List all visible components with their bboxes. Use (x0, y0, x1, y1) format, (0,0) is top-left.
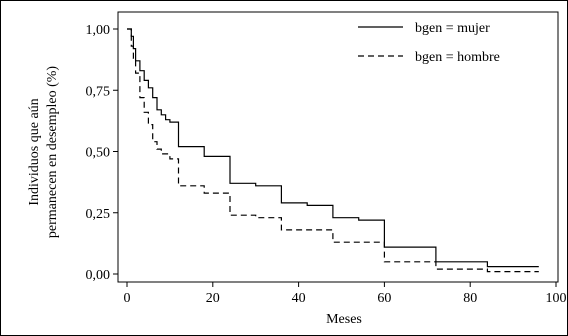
x-axis-label: Meses (326, 312, 362, 327)
series-line-hombre (127, 28, 539, 273)
y-axis-label-line-2: permanecen en desempleo (%) (45, 66, 60, 239)
x-tick-label: 100 (546, 291, 567, 306)
x-tick-label: 40 (292, 291, 306, 306)
x-tick-label: 60 (377, 291, 391, 306)
series-line-mujer (127, 28, 539, 268)
y-tick-label: 0,75 (86, 84, 111, 99)
y-tick-label: 0,00 (86, 268, 111, 283)
y-axis-label-line-1: Individuos que aún (27, 98, 42, 205)
y-axis: 0,00 0,25 0,50 0,75 1,00 (86, 23, 118, 283)
y-tick-label: 0,25 (86, 207, 111, 222)
series-layer (127, 28, 539, 273)
legend-label-mujer: bgen = mujer (415, 21, 490, 36)
plot-area (117, 11, 559, 283)
legend: bgen = mujer bgen = hombre (358, 21, 500, 65)
y-tick-label: 1,00 (86, 23, 111, 38)
x-tick-label: 20 (206, 291, 220, 306)
x-axis: 0 20 40 60 80 100 (124, 282, 567, 306)
y-tick-label: 0,50 (86, 146, 111, 161)
x-tick-label: 80 (463, 291, 477, 306)
x-tick-label: 0 (124, 291, 131, 306)
legend-label-hombre: bgen = hombre (415, 50, 500, 65)
y-axis-label: Individuos que aún permanecen en desempl… (27, 66, 60, 239)
